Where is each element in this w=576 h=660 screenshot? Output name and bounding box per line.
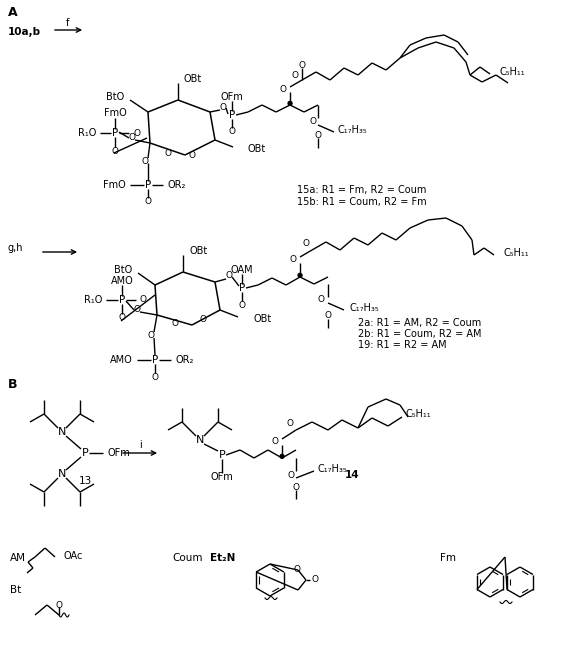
Text: O: O	[324, 312, 332, 321]
Text: C₁₇H₃₅: C₁₇H₃₅	[318, 464, 348, 474]
Text: O: O	[225, 271, 233, 280]
Text: OR₂: OR₂	[167, 180, 185, 190]
Text: 2a: R1 = AM, R2 = Coum: 2a: R1 = AM, R2 = Coum	[358, 318, 482, 328]
Text: OFm: OFm	[211, 472, 233, 482]
Text: FmO: FmO	[103, 180, 126, 190]
Text: AM: AM	[10, 553, 26, 563]
Text: C₅H₁₁: C₅H₁₁	[504, 248, 529, 258]
Text: OAc: OAc	[63, 551, 82, 561]
Text: N: N	[196, 435, 204, 445]
Text: AMO: AMO	[111, 276, 134, 286]
Text: i: i	[139, 440, 141, 450]
Text: BtO: BtO	[106, 92, 124, 102]
Text: ●: ●	[287, 100, 293, 106]
Text: O: O	[238, 300, 245, 310]
Text: O: O	[172, 319, 179, 327]
Text: OBt: OBt	[248, 144, 266, 154]
Text: N: N	[58, 427, 66, 437]
Text: O: O	[311, 576, 318, 585]
Text: 19: R1 = R2 = AM: 19: R1 = R2 = AM	[358, 340, 446, 350]
Text: 14: 14	[344, 470, 359, 480]
Text: g,h: g,h	[8, 243, 24, 253]
Text: N: N	[58, 469, 66, 479]
Text: O: O	[199, 315, 207, 325]
Text: f: f	[66, 18, 70, 28]
Text: O: O	[287, 471, 294, 480]
Text: O: O	[294, 566, 301, 574]
Text: R₁O: R₁O	[84, 295, 102, 305]
Text: C₅H₁₁: C₅H₁₁	[500, 67, 526, 77]
Text: OFm: OFm	[107, 448, 130, 458]
Text: OFm: OFm	[221, 92, 244, 102]
Text: O: O	[219, 102, 226, 112]
Text: 15a: R1 = Fm, R2 = Coum: 15a: R1 = Fm, R2 = Coum	[297, 185, 426, 195]
Text: P: P	[229, 110, 235, 120]
Text: P: P	[82, 448, 88, 458]
Text: O: O	[134, 304, 141, 313]
Text: 2b: R1 = Coum, R2 = AM: 2b: R1 = Coum, R2 = AM	[358, 329, 482, 339]
Text: O: O	[165, 148, 172, 158]
Text: O: O	[309, 117, 316, 127]
Text: O: O	[279, 84, 286, 94]
Text: 10a,b: 10a,b	[8, 27, 41, 37]
Text: O: O	[289, 255, 296, 265]
Text: P: P	[145, 180, 151, 190]
Text: OBt: OBt	[189, 246, 207, 256]
Text: O: O	[151, 372, 158, 381]
Text: P: P	[219, 450, 225, 460]
Text: 13: 13	[78, 476, 92, 486]
Text: Coum: Coum	[172, 553, 203, 563]
Text: AMO: AMO	[110, 355, 133, 365]
Text: O: O	[119, 314, 126, 323]
Text: P: P	[112, 128, 118, 138]
Text: O: O	[314, 131, 321, 141]
Text: O: O	[112, 147, 119, 156]
Text: C₁₇H₃₅: C₁₇H₃₅	[338, 125, 367, 135]
Text: OAM: OAM	[230, 265, 253, 275]
Text: Et₂N: Et₂N	[210, 553, 236, 563]
Text: O: O	[298, 61, 305, 69]
Text: P: P	[119, 295, 125, 305]
Text: P: P	[239, 283, 245, 293]
Text: C₅H₁₁: C₅H₁₁	[405, 409, 431, 419]
Text: Fm: Fm	[440, 553, 456, 563]
Text: O: O	[147, 331, 154, 339]
Text: O: O	[291, 71, 298, 79]
Text: B: B	[8, 378, 17, 391]
Text: O: O	[133, 129, 140, 137]
Text: Bt: Bt	[10, 585, 21, 595]
Text: ●: ●	[297, 272, 303, 278]
Text: R₁O: R₁O	[78, 128, 96, 138]
Text: O: O	[142, 156, 149, 166]
Text: O: O	[128, 133, 135, 141]
Text: OR₂: OR₂	[175, 355, 194, 365]
Text: OBt: OBt	[253, 314, 271, 324]
Text: O: O	[229, 127, 236, 137]
Text: O: O	[286, 418, 294, 428]
Text: OBt: OBt	[184, 74, 202, 84]
Text: O: O	[188, 150, 195, 160]
Text: A: A	[8, 5, 18, 18]
Text: O: O	[293, 482, 300, 492]
Text: O: O	[318, 296, 325, 304]
Text: O: O	[55, 601, 63, 609]
Text: O: O	[145, 197, 151, 207]
Text: O: O	[140, 296, 147, 304]
Text: O: O	[302, 240, 309, 249]
Text: C₁₇H₃₅: C₁₇H₃₅	[350, 303, 380, 313]
Text: 15b: R1 = Coum, R2 = Fm: 15b: R1 = Coum, R2 = Fm	[297, 197, 427, 207]
Text: P: P	[152, 355, 158, 365]
Text: ●: ●	[279, 453, 285, 459]
Text: O: O	[271, 438, 278, 447]
Text: BtO: BtO	[113, 265, 132, 275]
Text: FmO: FmO	[104, 108, 126, 118]
